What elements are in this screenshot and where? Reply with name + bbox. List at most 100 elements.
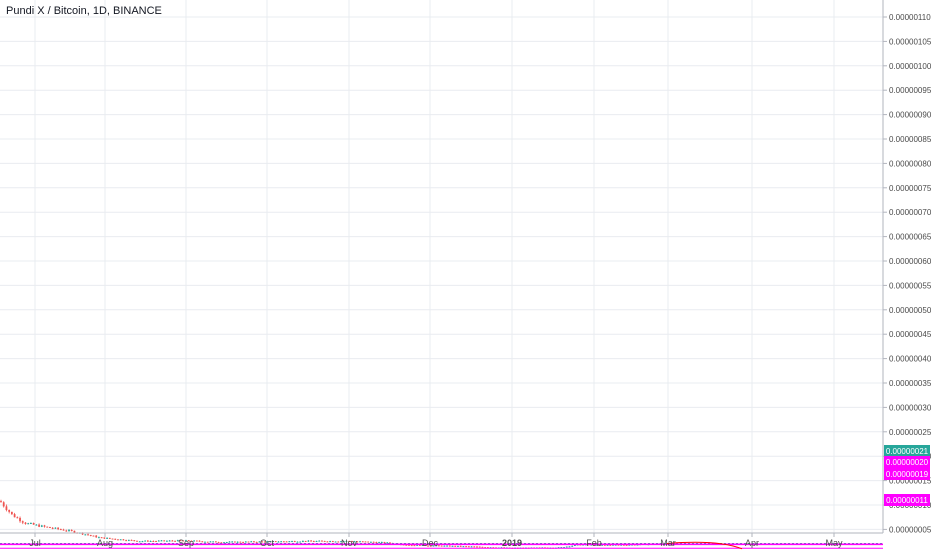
candle	[236, 541, 239, 543]
candle	[98, 536, 100, 539]
candle-body	[157, 540, 160, 542]
y-tick-label: 0.00000040	[889, 355, 932, 364]
candle-body	[367, 541, 370, 543]
candle-body	[32, 523, 35, 525]
candle	[30, 522, 32, 525]
candle	[168, 540, 171, 542]
candle	[288, 541, 291, 543]
candle	[8, 509, 11, 514]
candle	[413, 545, 416, 547]
price-label-text: 0.00000019	[886, 470, 929, 479]
chart-title: Pundi X / Bitcoin, 1D, BINANCE	[6, 5, 162, 17]
candle-body	[574, 545, 576, 547]
projection-arc[interactable]	[666, 541, 743, 550]
candle-body	[424, 544, 427, 546]
candle	[117, 539, 119, 541]
candle-body	[214, 541, 217, 543]
candle-body	[326, 541, 329, 543]
candle	[155, 540, 157, 543]
candle	[38, 523, 40, 528]
x-tick-label: Sep	[178, 538, 194, 548]
candle-body	[315, 540, 318, 542]
candle-body	[565, 546, 568, 548]
candle-body	[65, 530, 68, 532]
candle	[302, 540, 304, 543]
candle-body	[614, 544, 617, 546]
candle	[291, 540, 293, 543]
candle	[46, 526, 49, 528]
candle	[438, 545, 440, 547]
candle	[171, 539, 174, 542]
candle-body	[187, 540, 190, 542]
candle	[242, 541, 244, 544]
candle	[255, 541, 258, 543]
y-tick-label: 0.00000085	[889, 135, 932, 144]
candle-body	[323, 540, 326, 542]
candle-body	[244, 541, 247, 543]
candle-body	[182, 540, 185, 542]
candle	[209, 541, 212, 543]
y-tick-label: 0.00000025	[889, 428, 932, 437]
candle-body	[361, 541, 364, 543]
candle-body	[296, 541, 299, 543]
candle	[141, 540, 144, 543]
candle-body	[253, 541, 255, 543]
horizontal-levels[interactable]	[0, 542, 883, 549]
candle-body	[10, 511, 13, 515]
candle-body	[136, 540, 138, 542]
candle	[323, 540, 326, 542]
candle-body	[337, 541, 340, 543]
candle-body	[242, 542, 244, 544]
candle-body	[95, 535, 98, 538]
candle-body	[62, 529, 65, 531]
candle-body	[383, 542, 386, 544]
price-label-box	[884, 456, 930, 468]
candle-body	[87, 534, 89, 536]
candle-body	[269, 541, 272, 543]
candle	[54, 527, 57, 529]
candle	[345, 540, 348, 542]
candle-body	[81, 532, 84, 535]
candle-body	[185, 540, 187, 542]
x-axis-ticks: Jul Aug Sep Oct Nov Dec 2019 Feb Mar Apr May	[29, 533, 843, 548]
candle	[486, 547, 489, 549]
candle	[299, 541, 302, 543]
candle-body	[606, 544, 609, 546]
candle-body	[46, 526, 49, 528]
candle-body	[356, 541, 359, 543]
candle-body	[30, 523, 32, 525]
candle-body	[302, 540, 304, 542]
candle-body	[334, 541, 337, 543]
candle-body	[571, 545, 574, 547]
candle	[21, 520, 24, 525]
candle	[185, 539, 187, 542]
y-axis-ticks: 0.00000110 0.00000105 0.00000100 0.00000095…	[883, 13, 932, 534]
candle-body	[19, 517, 21, 522]
candle	[266, 540, 269, 543]
price-label-text: 0.00000020	[886, 458, 929, 467]
candle-body	[429, 545, 432, 547]
candle-body	[476, 546, 478, 548]
candle	[228, 541, 231, 543]
y-tick-label: 0.00000100	[889, 62, 932, 71]
candle	[32, 522, 35, 525]
candle-body	[133, 540, 136, 542]
candle-body	[84, 534, 87, 536]
candle	[146, 540, 149, 542]
candle-body	[38, 524, 40, 527]
price-label-text: 0.00000021	[886, 447, 929, 456]
candlestick-series[interactable]	[0, 499, 663, 549]
candle	[282, 541, 285, 543]
candle-body	[13, 514, 16, 518]
candle	[182, 540, 185, 542]
candle-body	[359, 541, 361, 543]
candle-body	[353, 541, 356, 543]
y-tick-label: 0.00000005	[889, 525, 932, 534]
candle	[144, 540, 147, 542]
candle	[204, 541, 206, 543]
candle-body	[155, 541, 157, 543]
candle	[187, 540, 190, 542]
candle	[138, 541, 141, 543]
candle	[348, 540, 351, 542]
